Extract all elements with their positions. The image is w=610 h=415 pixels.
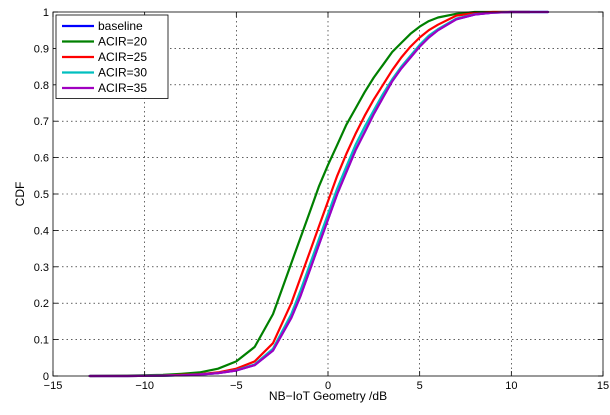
y-tick-label: 0.2: [34, 298, 49, 310]
y-axis-label: CDF: [13, 182, 27, 207]
axis-ticks: −15 −10 −5 0 5 10 15 0 0.1 0.2 0.3 0.4 0.5 0.6 0.7 0.8 0…: [34, 7, 609, 392]
series-line-2: [88, 10, 531, 378]
y-tick-label: 1: [43, 7, 49, 19]
legend-label-3: ACIR=25: [98, 50, 147, 64]
y-tick-label: 0.4: [34, 225, 49, 237]
series-lines: [88, 10, 550, 378]
x-tick-label: 0: [325, 380, 331, 392]
legend-label-4: ACIR=30: [98, 66, 147, 80]
y-tick-label: 0: [43, 371, 49, 383]
legend-label-5: ACIR=35: [98, 81, 147, 95]
legend-label-1: baseline: [98, 19, 143, 33]
series-line-5: [88, 10, 550, 378]
y-tick-label: 0.1: [34, 335, 49, 347]
x-tick-label: −5: [230, 380, 243, 392]
x-tick-label: −10: [135, 380, 154, 392]
x-tick-label: −15: [44, 380, 63, 392]
y-tick-label: 0.5: [34, 189, 49, 201]
y-tick-label: 0.9: [34, 43, 49, 55]
x-tick-label: 10: [505, 380, 517, 392]
y-tick-label: 0.7: [34, 116, 49, 128]
x-tick-label: 15: [597, 380, 609, 392]
x-tick-label: 5: [417, 380, 423, 392]
x-axis-label: NB−IoT Geometry /dB: [269, 389, 387, 403]
legend-label-2: ACIR=20: [98, 35, 147, 49]
y-tick-label: 0.6: [34, 153, 49, 165]
y-tick-label: 0.8: [34, 80, 49, 92]
grid-lines: [53, 12, 603, 376]
y-tick-label: 0.3: [34, 262, 49, 274]
